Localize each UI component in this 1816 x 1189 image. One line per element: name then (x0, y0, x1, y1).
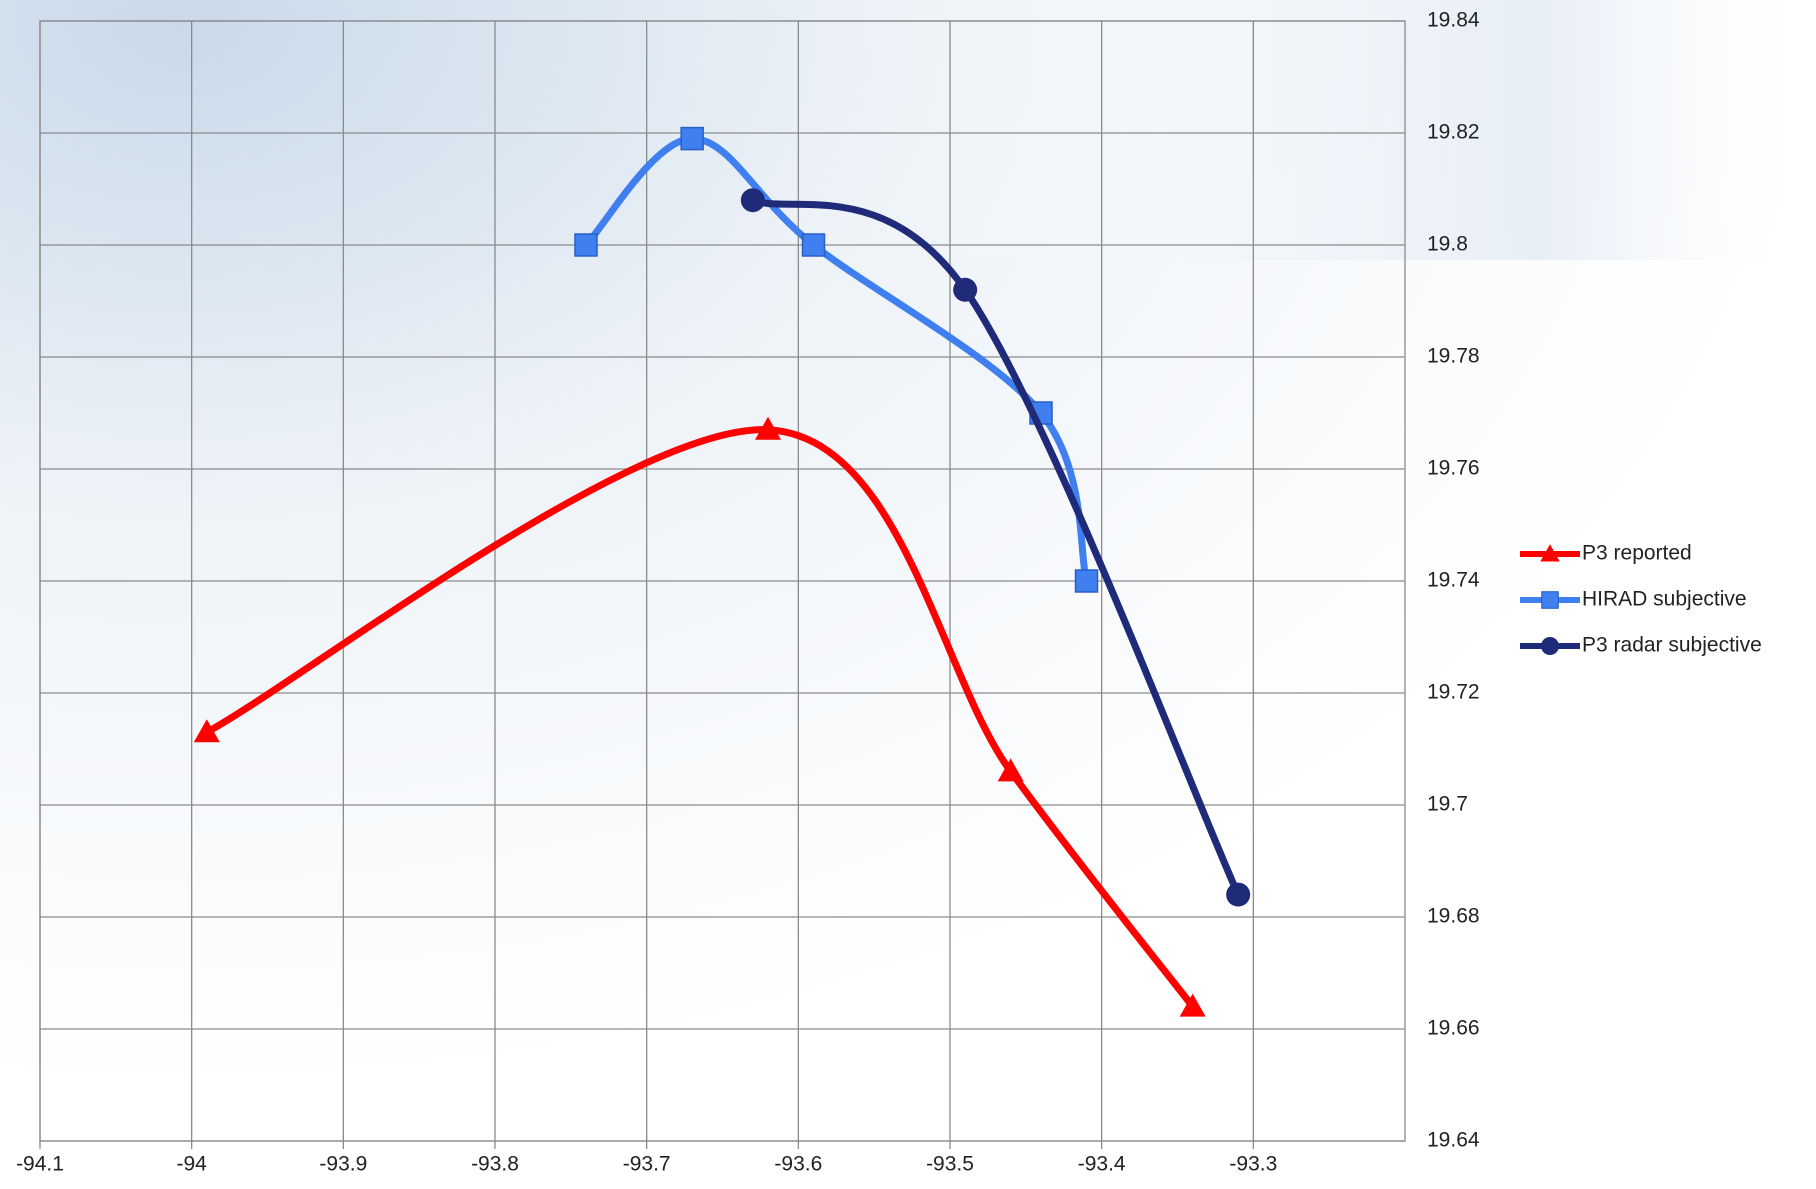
data-point (1226, 882, 1251, 907)
legend-label: P3 reported (1582, 542, 1692, 565)
data-point (1074, 569, 1099, 593)
y-tick-label: 19.7 (1427, 793, 1468, 816)
y-tick-label: 19.76 (1427, 457, 1480, 480)
y-tick-label: 19.84 (1427, 9, 1480, 32)
y-tick-label: 19.72 (1427, 681, 1480, 704)
y-tick-label: 19.78 (1427, 345, 1480, 368)
data-point (953, 277, 978, 302)
legend-marker (1541, 591, 1559, 609)
x-tick-label: -93.7 (623, 1153, 671, 1176)
y-tick-label: 19.74 (1427, 569, 1480, 592)
legend-label: P3 radar subjective (1582, 634, 1762, 657)
legend-label: HIRAD subjective (1582, 588, 1747, 611)
y-tick-label: 19.64 (1427, 1129, 1480, 1152)
x-tick-label: -94.1 (16, 1153, 64, 1176)
y-tick-label: 19.82 (1427, 121, 1480, 144)
data-point (680, 126, 704, 151)
x-tick-label: -94 (176, 1153, 207, 1176)
legend-marker (1541, 637, 1559, 655)
data-point (574, 233, 598, 257)
data-point (193, 719, 220, 743)
x-tick-label: -93.6 (774, 1153, 822, 1176)
x-tick-label: -93.8 (471, 1153, 519, 1176)
data-point (997, 758, 1024, 782)
y-tick-label: 19.68 (1427, 905, 1480, 928)
data-point (740, 188, 765, 213)
series-line (751, 196, 1242, 897)
x-tick-label: -93.3 (1229, 1153, 1277, 1176)
x-tick-label: -93.5 (926, 1153, 974, 1176)
series-line (205, 426, 1196, 1009)
legend-marker (1540, 544, 1560, 562)
data-point (755, 416, 781, 440)
x-tick-label: -93.9 (319, 1153, 367, 1176)
data-point (1179, 993, 1206, 1017)
background-sheen (900, 0, 1816, 260)
y-tick-label: 19.8 (1427, 233, 1468, 256)
y-tick-label: 19.66 (1427, 1017, 1480, 1040)
data-point (801, 233, 826, 257)
x-tick-label: -93.4 (1078, 1153, 1126, 1176)
